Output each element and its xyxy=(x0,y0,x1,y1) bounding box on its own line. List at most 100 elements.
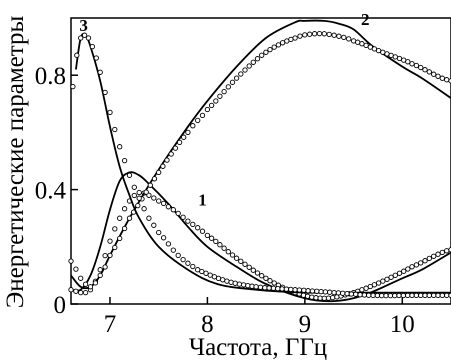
series-3-point xyxy=(346,36,352,42)
series-3-point xyxy=(135,202,141,209)
series-1-point xyxy=(242,261,248,267)
series-5-point xyxy=(353,291,359,297)
series-1-point xyxy=(267,278,273,284)
series-5-point xyxy=(97,69,103,75)
series-1-point xyxy=(392,272,398,278)
series-5-point xyxy=(85,35,92,41)
series-1-point xyxy=(112,226,118,232)
series-5-point xyxy=(418,292,424,299)
series-3-point xyxy=(388,52,394,59)
series-1-point xyxy=(250,267,256,273)
series-1-point xyxy=(263,275,269,281)
series-5-point xyxy=(379,292,385,299)
series-3-point xyxy=(259,52,265,58)
series-1-point xyxy=(170,207,176,213)
series-1-point xyxy=(431,253,437,259)
series-5-point xyxy=(121,157,128,164)
series-1-point xyxy=(217,242,223,248)
series-3-point xyxy=(435,73,441,79)
series-3-point xyxy=(112,244,118,251)
series-1-point xyxy=(78,289,84,296)
series-5-point xyxy=(199,268,205,275)
series-3-point xyxy=(288,36,294,43)
series-5-markers xyxy=(70,32,451,299)
curve-label-3: 3 xyxy=(79,16,88,35)
series-3-point xyxy=(225,84,231,90)
x-tick-label-3: 10 xyxy=(390,311,415,338)
series-1-point xyxy=(221,245,227,251)
series-5-point xyxy=(89,43,96,50)
series-3-point xyxy=(418,64,424,71)
series-1-point xyxy=(199,228,206,234)
series-1-point xyxy=(73,288,79,294)
series-3-point xyxy=(311,31,318,37)
series-1-point xyxy=(121,206,128,212)
series-5-point xyxy=(283,286,290,292)
series-3-point xyxy=(392,54,398,60)
series-3-point xyxy=(147,182,153,188)
series-5-point xyxy=(279,286,285,292)
series-1-point xyxy=(102,252,108,259)
series-3-point xyxy=(238,71,244,77)
series-3-point xyxy=(195,117,201,124)
series-5-point xyxy=(392,292,398,299)
series-5-point xyxy=(409,292,415,299)
series-3-point xyxy=(217,93,223,99)
series-3-point xyxy=(326,31,332,38)
series-3-point xyxy=(307,31,313,37)
series-1-point xyxy=(309,294,315,300)
plot-frame xyxy=(70,17,451,305)
series-5-point xyxy=(422,292,428,299)
x-tick-label-1: 8 xyxy=(201,311,214,338)
series-3-point xyxy=(92,280,99,286)
series-1-point xyxy=(271,280,277,286)
series-5-point xyxy=(288,286,294,293)
series-5-point xyxy=(374,292,381,299)
series-5-point xyxy=(266,285,272,291)
series-3-point xyxy=(444,77,450,83)
series-1-point xyxy=(204,232,211,239)
series-5-point xyxy=(112,126,118,133)
series-1-point xyxy=(259,273,265,279)
series-5-point xyxy=(102,89,108,96)
series-3-point xyxy=(156,169,162,176)
series-5-point xyxy=(322,289,329,295)
series-3-point xyxy=(221,88,227,95)
series-3-point xyxy=(331,32,337,38)
series-5-point xyxy=(296,287,303,293)
series-3-point xyxy=(275,42,282,48)
series-3-point xyxy=(68,258,74,264)
series-5-point xyxy=(170,247,176,253)
series-3-point xyxy=(271,44,277,50)
series-1-point xyxy=(233,255,240,261)
series-1-point xyxy=(175,210,181,217)
ticks-layer: 7 8 9 10 0 0.4 0.8 xyxy=(35,63,415,338)
series-1-point xyxy=(418,260,424,266)
series-3-point xyxy=(375,47,382,54)
series-5-point xyxy=(78,35,84,41)
series-3-point xyxy=(413,62,420,69)
series-1-point xyxy=(384,276,390,282)
series-1-point xyxy=(117,215,123,221)
series-1-point xyxy=(426,255,432,262)
series-5-point xyxy=(335,290,342,296)
series-3-point xyxy=(229,79,236,85)
series-1-point xyxy=(363,285,369,291)
series-1-markers xyxy=(68,189,451,301)
series-5-point xyxy=(314,288,320,294)
series-5-point xyxy=(396,292,402,299)
series-3-point xyxy=(168,151,174,157)
series-3-point xyxy=(199,112,206,119)
series-3-point xyxy=(439,75,445,81)
series-3-point xyxy=(78,275,84,281)
series-3-point xyxy=(143,189,149,195)
series-5-point xyxy=(366,292,372,298)
series-5-point xyxy=(203,270,209,276)
series-3-point xyxy=(336,33,342,39)
series-1-point xyxy=(156,198,162,204)
series-5-point xyxy=(240,282,247,288)
series-1-point xyxy=(213,238,219,245)
series-5-point xyxy=(131,184,137,190)
series-1-point xyxy=(380,278,386,284)
